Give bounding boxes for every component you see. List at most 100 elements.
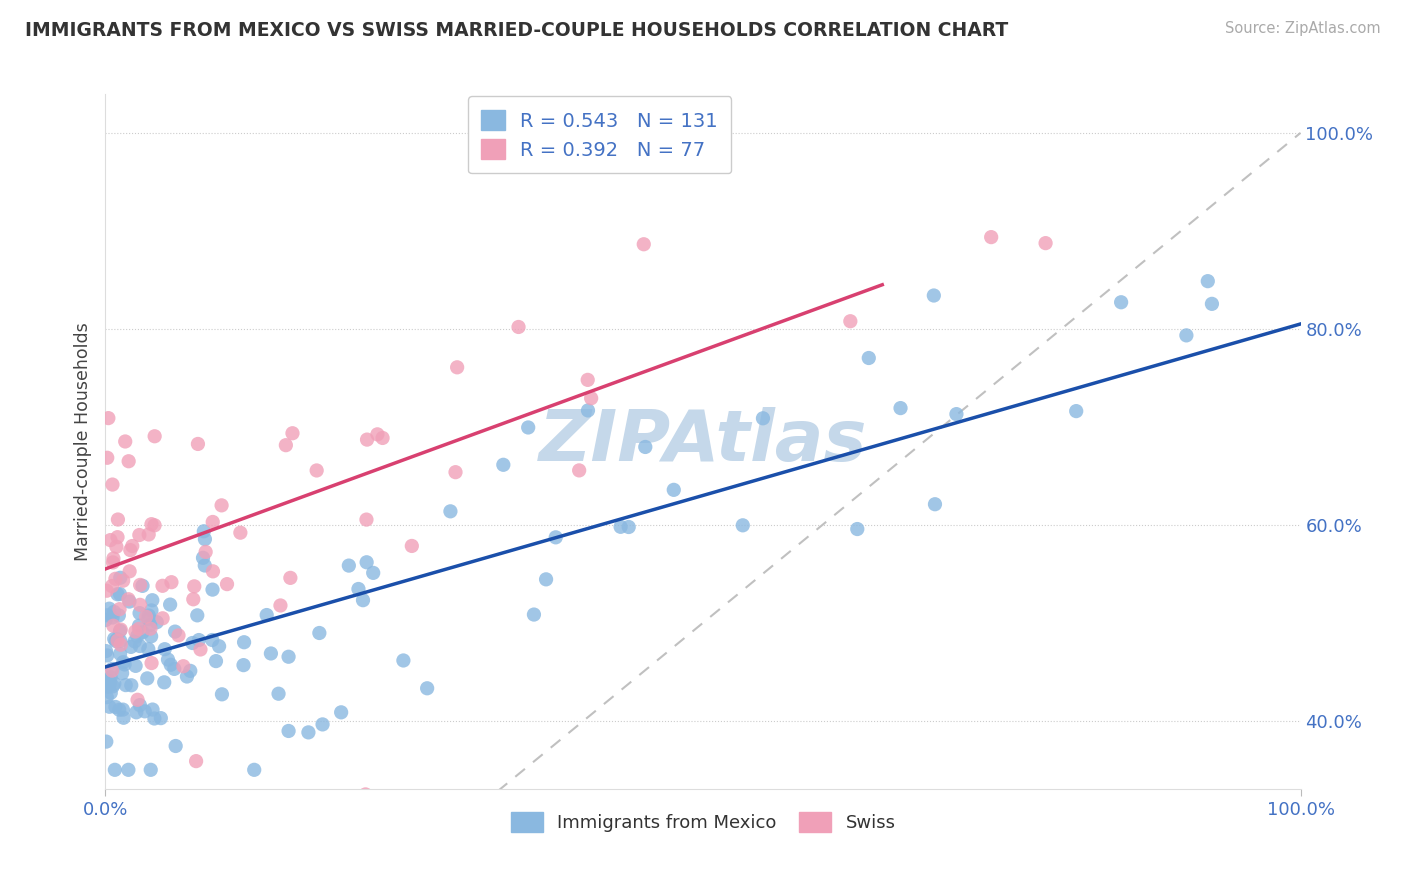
Point — [118, 594, 141, 608]
Point — [165, 624, 187, 639]
Point — [120, 640, 142, 654]
Point — [305, 463, 328, 477]
Point — [163, 662, 186, 676]
Point — [111, 666, 134, 681]
Point — [190, 642, 212, 657]
Point — [128, 618, 150, 632]
Point — [337, 558, 360, 573]
Point — [980, 230, 1002, 244]
Point — [752, 411, 775, 425]
Point — [153, 675, 176, 690]
Point — [101, 610, 124, 624]
Point — [124, 634, 146, 648]
Text: Source: ZipAtlas.com: Source: ZipAtlas.com — [1225, 21, 1381, 36]
Point — [98, 699, 121, 714]
Point — [176, 669, 198, 683]
Point — [1035, 236, 1057, 251]
Point — [311, 717, 333, 731]
Point — [97, 411, 120, 425]
Point — [118, 454, 141, 468]
Point — [131, 579, 153, 593]
Point — [139, 629, 162, 643]
Point — [1197, 274, 1219, 288]
Text: ZIPAtlas: ZIPAtlas — [538, 407, 868, 476]
Point — [201, 515, 224, 529]
Point — [215, 577, 238, 591]
Point — [108, 624, 131, 638]
Point — [128, 528, 150, 542]
Point — [101, 662, 124, 676]
Point — [136, 672, 159, 686]
Point — [96, 608, 118, 623]
Point — [135, 609, 157, 624]
Point — [149, 711, 172, 725]
Point — [924, 497, 946, 511]
Point — [508, 320, 530, 334]
Point — [229, 525, 252, 540]
Point — [107, 587, 129, 601]
Point — [101, 477, 124, 491]
Point — [110, 623, 132, 637]
Point — [107, 530, 129, 544]
Point — [731, 518, 754, 533]
Point — [127, 629, 149, 643]
Point — [534, 572, 557, 586]
Point — [356, 512, 378, 526]
Point — [159, 598, 181, 612]
Point — [356, 555, 378, 569]
Point — [103, 605, 125, 619]
Point — [858, 351, 880, 365]
Point — [576, 373, 599, 387]
Point — [492, 458, 515, 472]
Point — [152, 611, 174, 625]
Point — [94, 644, 117, 658]
Point — [103, 551, 125, 566]
Point — [143, 711, 166, 725]
Point — [105, 632, 128, 647]
Point — [129, 598, 152, 612]
Point — [1064, 404, 1087, 418]
Point — [104, 763, 127, 777]
Point — [108, 602, 131, 616]
Point — [232, 658, 254, 673]
Point — [922, 288, 945, 302]
Point — [117, 763, 139, 777]
Point — [179, 664, 201, 678]
Point — [354, 788, 377, 802]
Point — [233, 635, 256, 649]
Point — [153, 642, 176, 657]
Legend: Immigrants from Mexico, Swiss: Immigrants from Mexico, Swiss — [503, 805, 903, 839]
Point — [143, 429, 166, 443]
Point — [124, 624, 146, 639]
Point — [114, 657, 136, 672]
Point — [243, 763, 266, 777]
Point — [201, 582, 224, 597]
Point — [205, 654, 228, 668]
Point — [366, 427, 388, 442]
Point — [103, 676, 125, 690]
Point — [97, 680, 120, 694]
Point — [361, 566, 384, 580]
Point — [103, 797, 125, 812]
Point — [167, 628, 190, 642]
Point — [392, 653, 415, 667]
Point — [194, 532, 217, 546]
Point — [131, 625, 153, 640]
Point — [128, 606, 150, 620]
Point — [172, 659, 194, 673]
Point — [139, 622, 162, 636]
Point — [201, 633, 224, 648]
Point — [107, 633, 129, 648]
Point — [662, 483, 685, 497]
Point — [96, 648, 118, 663]
Point — [138, 608, 160, 623]
Point — [141, 656, 163, 670]
Point — [120, 543, 142, 558]
Point — [152, 579, 174, 593]
Point — [208, 640, 231, 654]
Point — [211, 687, 233, 701]
Point — [100, 670, 122, 684]
Point — [371, 431, 394, 445]
Point — [579, 391, 602, 405]
Point — [523, 607, 546, 622]
